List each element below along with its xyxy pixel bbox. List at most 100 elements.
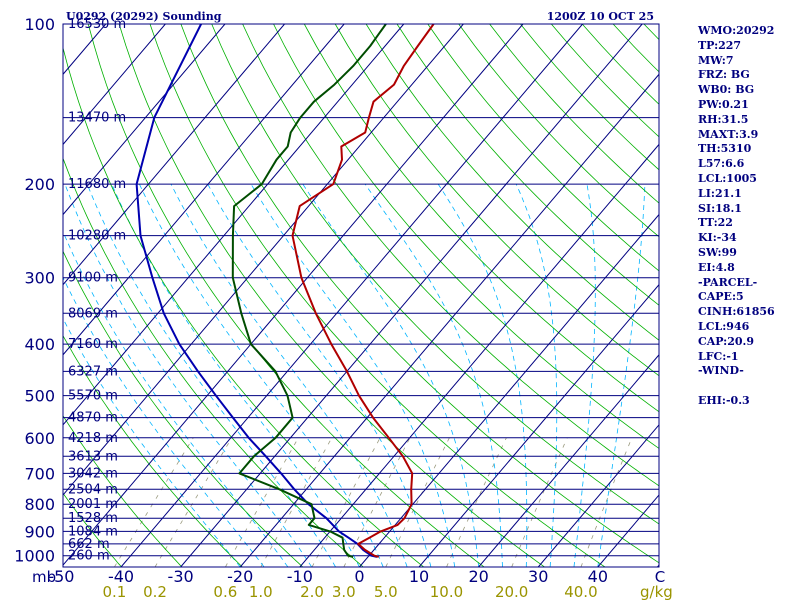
height-label: 4218 m — [68, 431, 118, 446]
height-label: 5570 m — [68, 389, 118, 404]
mixing-ratio-tick-label: 0.1 — [102, 583, 126, 600]
pressure-tick-label: 1000 — [14, 547, 55, 566]
isotherm-line — [120, 24, 583, 567]
dry-adiabat-line — [63, 46, 424, 567]
height-label: 13470 m — [68, 111, 126, 126]
index-item: WMO:20292 — [698, 24, 775, 37]
isotherms — [63, 24, 659, 567]
temperature-trace — [291, 24, 435, 558]
index-item: TP:227 — [698, 38, 742, 52]
mixing-ratio-tick-label: 1.0 — [249, 583, 273, 600]
moist-adiabat-line — [597, 184, 646, 567]
isotherm-line — [63, 24, 345, 356]
dewpoint-trace — [231, 24, 387, 558]
height-label: 3042 m — [68, 466, 118, 481]
pressure-tick-label: 200 — [24, 175, 55, 194]
index-item: EHI:-0.3 — [698, 393, 750, 407]
pressure-tick-label: 300 — [24, 269, 55, 288]
valid-time: 1200Z 10 OCT 25 — [547, 10, 654, 23]
mixing-ratio-line — [225, 437, 299, 567]
temperature-tick-label: 0 — [354, 567, 364, 586]
dry-adiabat-line — [118, 24, 545, 567]
index-item: LCL:1005 — [698, 171, 757, 185]
pressure-tick-label: 800 — [24, 495, 55, 514]
station-title: U0292 (20292) Sounding — [66, 10, 222, 23]
mixing-ratio-line — [446, 437, 507, 567]
index-item: WB0: BG — [698, 83, 755, 97]
mixing-ratio-line — [343, 437, 411, 567]
isotherm-line — [63, 24, 524, 566]
mixing-ratio-tick-label: 3.0 — [332, 583, 356, 600]
pressure-tick-label: 900 — [24, 522, 55, 541]
height-label: 2001 m — [68, 497, 118, 512]
mixing-ratio-tick-label: 2.0 — [300, 583, 324, 600]
pressure-tick-label: 700 — [24, 464, 55, 483]
temperature-tick-label: 30 — [528, 567, 548, 586]
temperature-tick-label: -30 — [168, 567, 194, 586]
height-label: 8069 m — [68, 306, 118, 321]
isotherm-line — [239, 73, 659, 567]
mixing-ratio-line — [511, 437, 568, 567]
isotherm-line — [63, 24, 285, 286]
moist-adiabat-line — [250, 183, 456, 567]
index-item: LCL:946 — [698, 319, 750, 333]
dry-adiabat-line — [303, 24, 659, 413]
isotherm-line — [63, 24, 226, 216]
isotherm-line — [359, 213, 659, 567]
mixing-ratio-tick-label: 20.0 — [495, 583, 528, 600]
height-label: 3613 m — [68, 449, 118, 464]
moist-adiabats — [63, 183, 646, 567]
isotherm-line — [478, 354, 659, 567]
isotherm-line — [418, 283, 659, 567]
height-label: 11680 m — [68, 177, 126, 192]
temperature-tick-label: 10 — [409, 567, 429, 586]
height-labels: 16530 m 13470 m 11680 m 10280 m 9100 m 8069 m… — [68, 17, 126, 564]
height-label: 16530 m — [68, 17, 126, 32]
height-label: 4870 m — [68, 411, 118, 426]
index-item: LFC:-1 — [698, 349, 739, 363]
mixing-ratio-tick-labels: 0.1 0.2 0.6 1.0 2.0 3.0 5.0 10.0 20.0 40.0 — [102, 583, 597, 600]
index-item: FRZ: BG — [698, 68, 750, 82]
isotherm-line — [299, 143, 659, 567]
mixing-ratio-line — [385, 437, 450, 567]
height-label: 10280 m — [68, 229, 126, 244]
moist-adiabat-line — [64, 183, 313, 567]
profiles — [135, 24, 435, 558]
dry-adiabat-line — [334, 24, 659, 377]
index-item: EI:4.8 — [698, 260, 735, 274]
mixing-ratio-lines — [114, 437, 633, 567]
pressure-tick-label: 100 — [24, 15, 55, 34]
index-item: -PARCEL- — [698, 275, 758, 289]
height-label: 260 m — [68, 549, 110, 564]
isotherm-line — [537, 424, 659, 567]
moist-adiabat-line — [573, 184, 596, 567]
dry-adiabat-line — [365, 24, 659, 341]
dry-adiabat-line — [242, 24, 659, 487]
mixing-ratio-tick-label: 0.2 — [143, 583, 167, 600]
dry-adiabat-line — [63, 250, 304, 567]
pressure-unit-label: mb — [32, 568, 56, 586]
height-label: 662 m — [68, 537, 110, 552]
index-item: -WIND- — [698, 364, 744, 378]
moist-adiabat-line — [139, 183, 384, 567]
index-item: CAPE:5 — [698, 290, 744, 304]
temperature-tick-label: -50 — [48, 567, 74, 586]
moist-adiabat-line — [63, 276, 265, 567]
mixing-ratio-line — [260, 437, 333, 567]
index-item — [698, 379, 798, 394]
moist-adiabat-line — [86, 183, 336, 567]
mixing-ratio-tick-label: 40.0 — [564, 583, 597, 600]
dry-adiabat-line — [63, 415, 183, 567]
temperature-unit-label: C — [655, 568, 665, 586]
dry-adiabat-line — [63, 492, 122, 567]
temperature-tick-labels: -50 -40 -30 -20 -10 0 10 20 30 40 — [48, 567, 608, 586]
pressure-tick-label: 400 — [24, 335, 55, 354]
height-label: 1528 m — [68, 511, 118, 526]
index-item: MW:7 — [698, 53, 734, 67]
indices-panel: WMO:20292 TP:227 MW:7 FRZ: BG WB0: BG PW:0.21… — [698, 24, 798, 409]
plot-border — [62, 23, 660, 568]
index-item: SI:18.1 — [698, 201, 742, 215]
dry-adiabat-line — [87, 24, 485, 567]
moist-adiabat-line — [63, 317, 241, 567]
index-item: L57:6.6 — [698, 157, 745, 171]
